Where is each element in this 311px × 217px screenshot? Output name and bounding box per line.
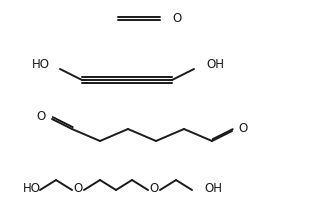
Text: O: O <box>36 110 46 123</box>
Text: HO: HO <box>23 181 41 194</box>
Text: O: O <box>149 181 159 194</box>
Text: OH: OH <box>204 181 222 194</box>
Text: O: O <box>238 123 248 135</box>
Text: OH: OH <box>206 58 224 71</box>
Text: HO: HO <box>32 58 50 71</box>
Text: O: O <box>73 181 83 194</box>
Text: O: O <box>172 13 181 26</box>
